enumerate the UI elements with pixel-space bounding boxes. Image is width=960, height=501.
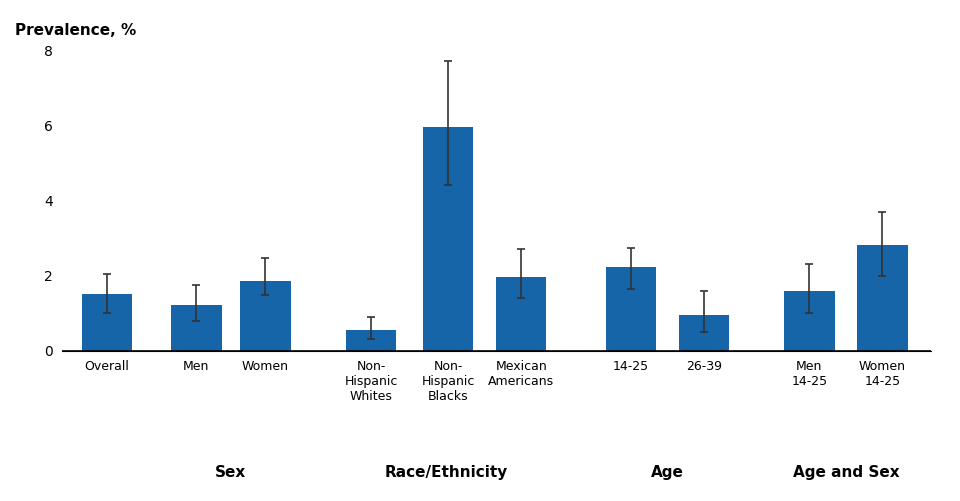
- Text: Age and Sex: Age and Sex: [793, 465, 900, 480]
- Bar: [679, 315, 729, 351]
- Text: Race/Ethnicity: Race/Ethnicity: [385, 465, 509, 480]
- Text: Prevalence, %: Prevalence, %: [14, 23, 136, 38]
- Bar: [606, 268, 656, 351]
- Bar: [171, 305, 222, 351]
- Bar: [423, 127, 473, 351]
- Text: Age: Age: [651, 465, 684, 480]
- Bar: [496, 278, 546, 351]
- Text: Sex: Sex: [215, 465, 247, 480]
- Bar: [82, 294, 132, 351]
- Bar: [784, 291, 834, 351]
- Bar: [240, 281, 291, 351]
- Bar: [857, 245, 907, 351]
- Bar: [346, 330, 396, 351]
